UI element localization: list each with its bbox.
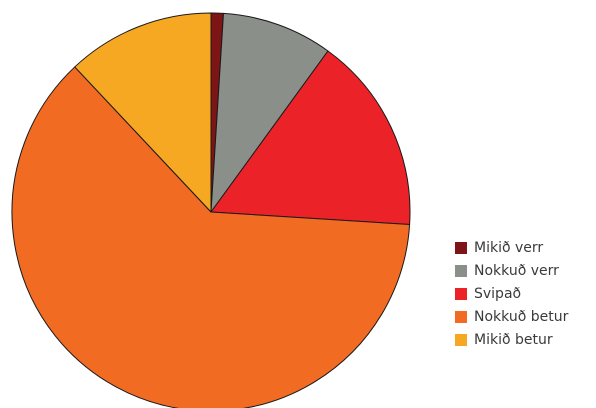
legend-swatch-nokkud-betur (455, 311, 467, 323)
legend-item-mikid-verr: Mikið verr (455, 238, 568, 258)
legend-label-svipad: Svipað (474, 286, 522, 302)
legend-label-nokkud-verr: Nokkuð verr (474, 263, 559, 279)
legend-label-nokkud-betur: Nokkuð betur (474, 309, 569, 325)
pie-slice-nokkud-verr (210, 12, 329, 213)
legend-label-mikid-betur: Mikið betur (474, 332, 553, 348)
legend-item-nokkud-verr: Nokkuð verr (455, 261, 568, 281)
legend-swatch-nokkud-verr (455, 265, 467, 277)
pie-slice-mikid-betur (74, 12, 212, 213)
legend-label-mikid-verr: Mikið verr (474, 240, 544, 256)
pie-slice-svipad (210, 50, 411, 225)
legend: Mikið verr Nokkuð verr Svipað Nokkuð bet… (455, 238, 568, 353)
legend-item-svipad: Svipað (455, 284, 568, 304)
legend-swatch-svipad (455, 288, 467, 300)
legend-item-mikid-betur: Mikið betur (455, 330, 568, 350)
pie-slices (11, 12, 411, 408)
legend-swatch-mikid-verr (455, 242, 467, 254)
legend-item-nokkud-betur: Nokkuð betur (455, 307, 568, 327)
legend-swatch-mikid-betur (455, 334, 467, 346)
pie-slice-nokkud-betur (11, 66, 411, 408)
